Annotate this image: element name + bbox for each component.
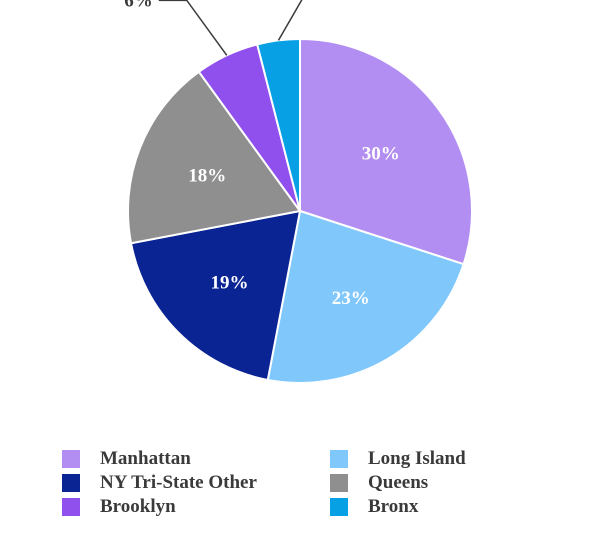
legend-item-queens: Queens [330,472,542,493]
legend-item-bronx: Bronx [330,496,542,517]
legend-label-manhattan: Manhattan [100,448,191,469]
legend-swatch-brooklyn [62,498,80,516]
pie-slice-ny-tri-state-other [129,209,302,382]
legend-item-manhattan: Manhattan [62,448,330,469]
chart-legend: Manhattan Long Island NY Tri-State Other Qu… [62,448,542,517]
legend-swatch-manhattan [62,450,80,468]
legend-label-long-island: Long Island [368,448,466,469]
legend-item-brooklyn: Brooklyn [62,496,330,517]
slice-labels: 30%23%19%18%6%4% [124,0,399,309]
legend-item-ny-tri-state-other: NY Tri-State Other [62,472,330,493]
pie-slice-manhattan [299,37,473,266]
pie-slice-queens [127,70,302,245]
slice-label-brooklyn: 6% [124,0,153,11]
slice-label-queens: 18% [188,165,226,186]
legend-label-bronx: Bronx [368,496,419,517]
legend-swatch-ny-tri-state-other [62,474,80,492]
legend-label-queens: Queens [368,472,429,493]
legend-label-ny-tri-state-other: NY Tri-State Other [100,472,257,493]
legend-swatch-long-island [330,450,348,468]
leader-line-brooklyn [158,0,228,56]
leader-line-bronx [277,0,303,41]
leader-lines [158,0,303,56]
slice-label-ny-tri-state-other: 19% [210,273,248,294]
legend-swatch-queens [330,474,348,492]
legend-label-brooklyn: Brooklyn [100,496,176,517]
slice-label-long-island: 23% [332,288,370,309]
legend-item-long-island: Long Island [330,448,542,469]
legend-swatch-bronx [330,498,348,516]
pie-slice-long-island [266,209,465,384]
slice-label-manhattan: 30% [362,143,400,164]
pie-slice-bronx [256,37,301,212]
pie-slices [127,37,473,384]
